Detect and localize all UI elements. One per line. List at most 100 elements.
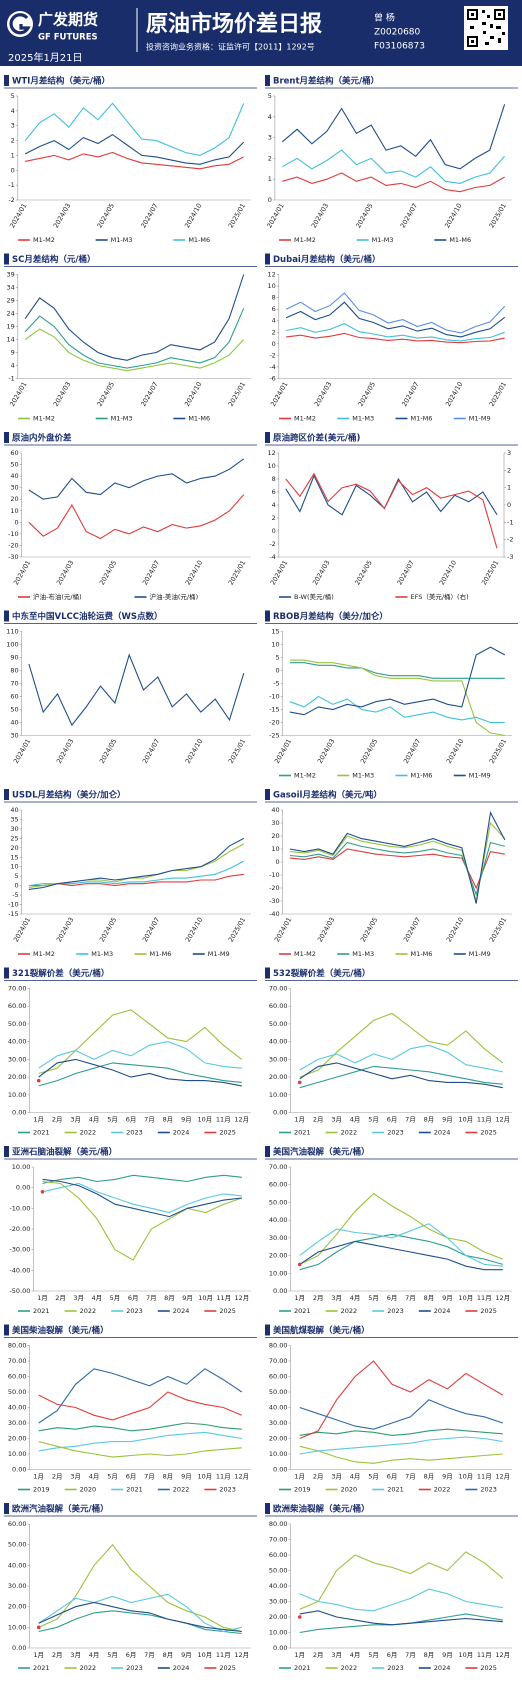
legend-label: M1-M3 xyxy=(91,950,113,958)
y-tick-label: 12 xyxy=(268,449,276,457)
x-tick-label: 9月 xyxy=(182,1294,193,1302)
legend-label: 2022 xyxy=(341,1129,358,1137)
panel-title-marker xyxy=(265,1324,270,1336)
logo-g xyxy=(9,13,31,35)
x-tick-label: 11月 xyxy=(477,1473,492,1481)
y-tick-label: 50.00 xyxy=(8,1541,27,1549)
y-tick-label: -1 xyxy=(8,375,14,383)
y-tick-label: 24 xyxy=(7,310,15,318)
y-tick-label: 70.00 xyxy=(269,1536,288,1544)
x-tick-label: 2024/07 xyxy=(400,381,420,408)
legend-label: 2024 xyxy=(434,1664,451,1672)
y2-tick-label: 2 xyxy=(507,466,511,474)
panel-title: Brent月差结构（美元/桶） xyxy=(273,76,379,87)
y-tick-label: 6 xyxy=(272,488,276,496)
legend-label: 2022 xyxy=(80,1129,97,1137)
x-tick-label: 2024/01 xyxy=(12,738,32,765)
series-line xyxy=(289,810,506,904)
y-tick-label: 0.00 xyxy=(273,1287,287,1295)
legend-label: 2021 xyxy=(33,1307,50,1315)
x-tick-label: 11月 xyxy=(477,1116,492,1124)
y-tick-label: 0 xyxy=(276,667,280,675)
y-tick-label: 60.00 xyxy=(269,1002,288,1010)
x-tick-label: 12月 xyxy=(495,1294,510,1302)
y-tick-label: 30 xyxy=(10,732,18,740)
x-tick-label: 2024/07 xyxy=(399,202,419,229)
panel-title: Dubai月差结构（美元/桶） xyxy=(273,254,380,265)
y-tick-label: 10.00 xyxy=(12,1163,31,1171)
x-tick-label: 7月 xyxy=(144,1651,155,1659)
x-tick-label: 6月 xyxy=(126,1116,137,1124)
series-line xyxy=(24,133,245,165)
y2-tick-label: -3 xyxy=(507,553,513,561)
y-tick-label: 4 xyxy=(272,317,276,325)
x-tick-label: 2月 xyxy=(313,1116,324,1124)
x-tick-label: 7月 xyxy=(144,1473,155,1481)
y-tick-label: 40 xyxy=(10,719,18,727)
legend-label: M1-M6 xyxy=(449,236,471,244)
x-tick-label: 4月 xyxy=(350,1294,361,1302)
y-tick-label: 10.00 xyxy=(8,1450,27,1458)
series-line xyxy=(38,1058,242,1087)
y-tick-label: 50.00 xyxy=(269,1020,288,1028)
y-tick-label: 30.00 xyxy=(269,1419,288,1427)
x-tick-label: 1月 xyxy=(294,1294,305,1302)
y-tick-label: 0 xyxy=(268,196,272,204)
x-tick-label: 8月 xyxy=(424,1473,435,1481)
y-tick-label: 12 xyxy=(268,271,276,279)
series-line xyxy=(38,1391,243,1421)
analyst-id: F03106873 xyxy=(374,42,425,52)
legend-label: 2025 xyxy=(480,1307,497,1315)
panel-title: USDL月差结构（美分/加仑） xyxy=(12,790,126,801)
x-tick-label: 2025/01 xyxy=(227,202,247,229)
y-tick-label: -2 xyxy=(269,351,275,359)
y-tick-label: 40 xyxy=(271,806,279,814)
legend-label: 2021 xyxy=(294,1664,311,1672)
y2-tick-label: -2 xyxy=(507,536,513,544)
legend-label: M1-M6 xyxy=(411,950,433,958)
x-tick-label: 11月 xyxy=(216,1116,231,1124)
x-tick-label: 9月 xyxy=(442,1294,453,1302)
y-tick-label: 40.00 xyxy=(269,1404,288,1412)
y-tick-label: 0 xyxy=(276,858,280,866)
series-line xyxy=(28,837,245,890)
panel-title-marker xyxy=(265,967,270,979)
y-tick-label: 60 xyxy=(10,449,18,457)
series-line xyxy=(24,274,245,361)
x-tick-label: 2024/07 xyxy=(141,559,161,586)
x-tick-label: 2024/01 xyxy=(12,916,32,943)
x-tick-label: 10月 xyxy=(198,1294,213,1302)
x-tick-label: 11月 xyxy=(477,1294,492,1302)
y-tick-label: 6 xyxy=(272,305,276,313)
y-tick-label: 50.00 xyxy=(269,1388,288,1396)
x-tick-label: 8月 xyxy=(163,1116,174,1124)
series-line xyxy=(24,308,245,369)
y-tick-label: 19 xyxy=(7,323,15,331)
series-line xyxy=(28,653,245,727)
series-line xyxy=(285,472,498,549)
y-tick-label: 5 xyxy=(11,92,15,100)
x-tick-label: 1月 xyxy=(33,1473,44,1481)
legend-label: M1-M3 xyxy=(372,236,394,244)
x-tick-label: 2024/01 xyxy=(8,381,28,408)
series-line xyxy=(28,494,245,540)
series-line xyxy=(299,1399,503,1430)
x-tick-label: 2024/10 xyxy=(184,559,204,586)
x-tick-label: 1月 xyxy=(294,1651,305,1659)
y-tick-label: 10.00 xyxy=(8,1623,27,1631)
panel-title-marker xyxy=(4,75,9,86)
x-tick-label: 2024/07 xyxy=(139,202,159,229)
data-point xyxy=(297,1080,302,1085)
x-tick-label: 2024/03 xyxy=(316,916,336,943)
x-tick-label: 7月 xyxy=(405,1651,416,1659)
series-line xyxy=(285,322,505,342)
series-line xyxy=(299,1240,503,1271)
y-tick-label: 4 xyxy=(268,113,272,121)
qualification: 投资咨询业务资格：证监许可【2011】1292号 xyxy=(146,42,315,52)
y-tick-label: 30.00 xyxy=(269,1598,288,1606)
series-line xyxy=(299,1044,503,1073)
x-tick-label: 10月 xyxy=(458,1651,473,1659)
x-tick-label: 2024/01 xyxy=(269,559,289,586)
series-line xyxy=(38,1593,242,1633)
x-tick-label: 10月 xyxy=(197,1473,212,1481)
